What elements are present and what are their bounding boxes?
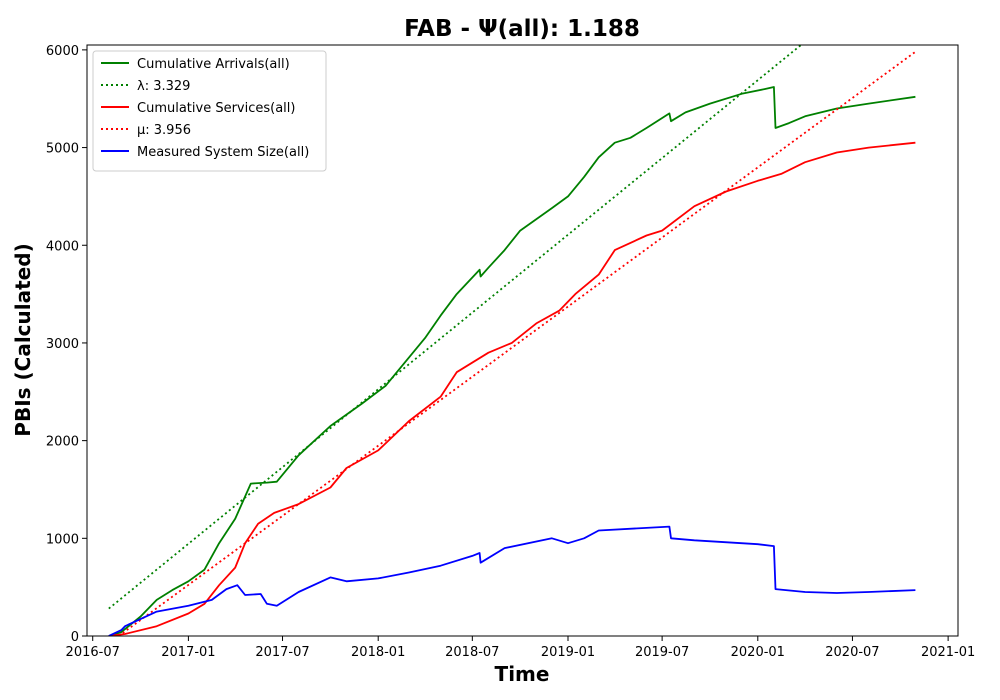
legend-box xyxy=(92,50,327,172)
y-tick-label: 6000 xyxy=(46,44,79,59)
series-line-4 xyxy=(108,525,916,636)
y-axis-title: PBIs (Calculated) xyxy=(11,243,35,436)
legend-label: Cumulative Services(all) xyxy=(137,101,295,116)
chart-title: FAB - Ψ(all): 1.188 xyxy=(404,16,640,42)
plot-area xyxy=(108,45,916,636)
x-tick-label: 2020-07 xyxy=(825,645,879,660)
y-tick-label: 2000 xyxy=(46,435,79,450)
x-tick-label: 2019-07 xyxy=(635,645,689,660)
y-tick-label: 3000 xyxy=(46,337,79,352)
legend-label: λ: 3.329 xyxy=(137,79,190,94)
x-tick-label: 2018-01 xyxy=(351,645,405,660)
x-tick-label: 2017-07 xyxy=(255,645,309,660)
x-tick-label: 2021-01 xyxy=(921,645,975,660)
legend-label: Cumulative Arrivals(all) xyxy=(137,57,290,72)
legend: Cumulative Arrivals(all) λ: 3.329 Cumulati… xyxy=(92,50,327,172)
y-tick-label: 1000 xyxy=(46,532,79,547)
series-line-2 xyxy=(108,141,916,636)
series-line-0 xyxy=(108,86,916,636)
x-axis-title: Time xyxy=(495,662,550,686)
axis-ticks: 2016-07 2017-01 2017-07 2018-01 2018-07 2019-… xyxy=(46,44,975,660)
y-tick-label: 0 xyxy=(71,630,79,645)
x-tick-label: 2016-07 xyxy=(66,645,120,660)
y-tick-label: 4000 xyxy=(46,239,79,254)
legend-label: μ: 3.956 xyxy=(137,123,191,138)
y-tick-label: 5000 xyxy=(46,142,79,157)
plot-frame xyxy=(86,44,959,637)
series-line-1 xyxy=(108,45,802,610)
x-tick-label: 2020-01 xyxy=(731,645,785,660)
x-tick-label: 2018-07 xyxy=(445,645,499,660)
x-tick-label: 2019-01 xyxy=(541,645,595,660)
legend-label: Measured System Size(all) xyxy=(137,145,309,160)
x-tick-label: 2017-01 xyxy=(161,645,215,660)
